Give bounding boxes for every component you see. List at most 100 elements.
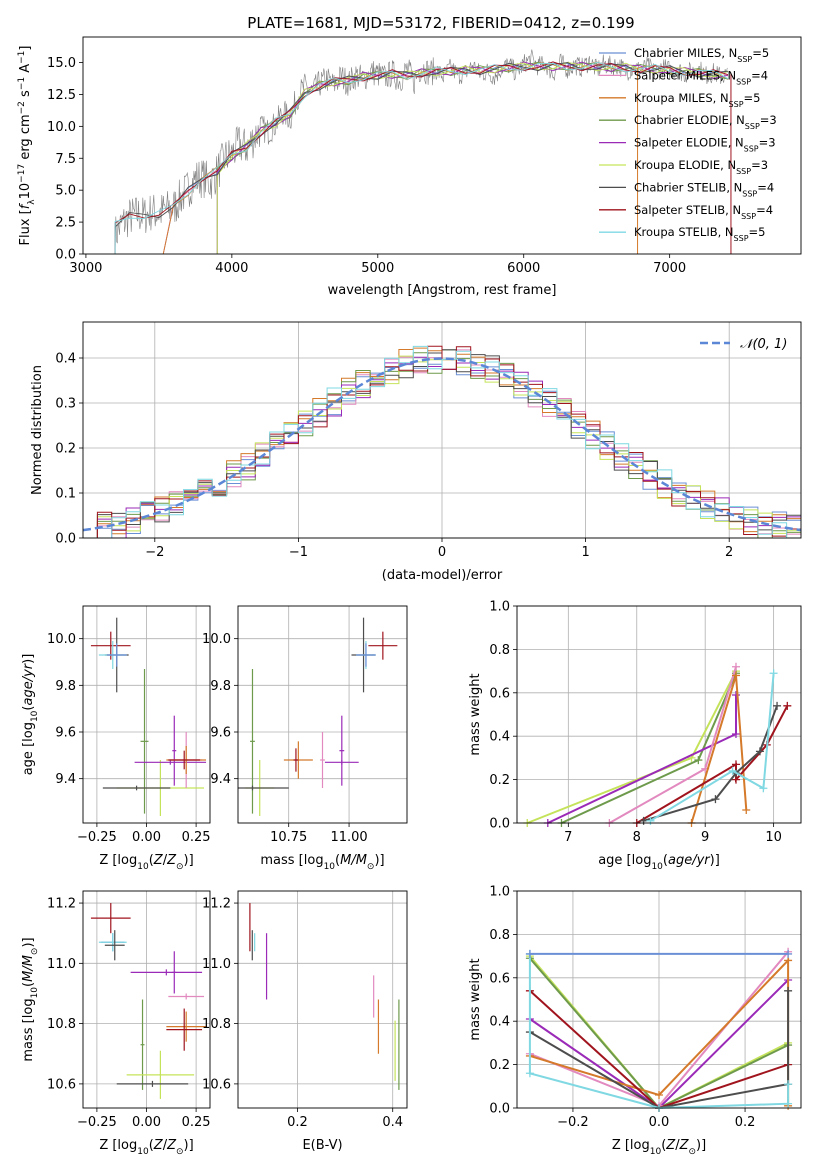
y-axis-label: mass weight: [468, 958, 483, 1040]
y-tick-label: 10.8: [202, 1017, 231, 1032]
legend-entry: Chabrier STELIB, NSSP=4: [634, 180, 774, 198]
weight-marker-6: [755, 747, 764, 756]
x-axis-label: wavelength [Angstrom, rest frame]: [328, 283, 557, 298]
plot-frame: [516, 890, 802, 1109]
y-tick-label: 0.8: [489, 643, 510, 658]
x-tick-label: 0: [438, 545, 446, 560]
weight-marker-7: [784, 1099, 793, 1108]
y-axis-label: age [log10(age/yr)]: [21, 654, 40, 776]
massweight_vs_age-panel: 7 8 9 10 0.0 0.2 0.4 0.6 0.8 1.0 age [log10(age/yr…: [468, 600, 802, 872]
x-axis-label: (data-model)/error: [382, 568, 503, 583]
weight-line-6: [529, 990, 790, 1110]
x-tick-label: 0.4: [382, 1115, 403, 1130]
y-tick-label: 0.0: [489, 817, 510, 832]
x-axis-label: Z [log10(Z/Z⊙)]: [612, 1138, 706, 1157]
y-tick-label: 0.0: [489, 1102, 510, 1117]
y-axis-label: Flux [fλ10−17 erg cm−2 s−1 A−1]: [17, 46, 37, 246]
y-tick-label: 11.2: [202, 897, 231, 912]
y-tick-label: 9.6: [210, 726, 231, 741]
mass_vs_Z-panel: −0.25 0.00 0.25 10.6 10.8 11.0 11.2 Z [log10(Z/…: [21, 890, 211, 1157]
y-tick-label: 10.6: [47, 1077, 76, 1092]
legend-entry: Salpeter STELIB, NSSP=4: [634, 203, 773, 221]
weight-line-7: [649, 673, 775, 822]
y-tick-label: 1.0: [489, 600, 510, 615]
y-tick-label: 11.0: [202, 957, 231, 972]
plot-frame: [237, 605, 408, 824]
x-tick-label: 0.0: [649, 1115, 670, 1130]
legend-entry: 𝒩(0, 1): [740, 337, 787, 352]
weight-marker-3: [731, 662, 740, 671]
y-tick-label: 9.4: [210, 772, 231, 787]
x-tick-label: −0.25: [77, 830, 117, 845]
x-tick-label: 6000: [507, 261, 540, 276]
x-tick-label: 1: [581, 545, 589, 560]
weight-marker-4: [742, 805, 751, 814]
mass_vs_EBV-panel: 0.2 0.4 10.6 10.8 11.0 11.2 E(B-V): [202, 890, 408, 1153]
model-line-5: [216, 61, 729, 254]
y-tick-label: 0.6: [489, 686, 510, 701]
y-tick-label: 0.1: [55, 487, 76, 502]
weight-marker-2: [731, 730, 740, 739]
y-tick-label: 0.2: [489, 1058, 510, 1073]
x-tick-label: −2: [145, 545, 164, 560]
y-tick-label: 9.8: [210, 679, 231, 694]
weight-marker-5: [783, 701, 792, 710]
plot-frame: [82, 605, 211, 824]
y-tick-label: 0.3: [55, 397, 76, 412]
y-tick-label: 0.8: [489, 928, 510, 943]
x-tick-label: 0.00: [132, 1115, 161, 1130]
x-tick-label: 10.75: [270, 830, 307, 845]
plot-frame: [237, 890, 408, 1109]
y-tick-label: 9.6: [55, 726, 76, 741]
y-tick-label: 12.5: [47, 88, 76, 103]
age_vs_mass-plot-area: [238, 617, 398, 816]
x-tick-label: −0.2: [557, 1115, 589, 1130]
massweight_vs_Z-panel: −0.2 0.0 0.2 0.0 0.2 0.4 0.6 0.8 1.0 Z [log10(Z/Z…: [468, 885, 802, 1157]
weight-marker-6: [639, 816, 648, 825]
x-tick-label: 10: [765, 830, 782, 845]
weight-marker-6: [773, 701, 782, 710]
x-tick-label: 9: [701, 830, 709, 845]
y-tick-label: 9.4: [55, 772, 76, 787]
y-tick-label: 0.2: [489, 773, 510, 788]
plot-frame: [82, 36, 802, 255]
x-tick-label: −1: [289, 545, 308, 560]
weight-marker-7: [759, 784, 768, 793]
mass_vs_EBV-plot-area: [249, 903, 400, 1090]
y-tick-label: 10.0: [47, 120, 76, 135]
y-axis-label: Normed distribution: [30, 365, 45, 495]
plot-frame: [516, 605, 802, 824]
residual-panel: −2 −1 0 1 2 0.0 0.1 0.2 0.3 0.4 (data-model)/error…: [30, 321, 802, 583]
weight-marker-5: [731, 760, 740, 769]
y-tick-label: 2.5: [55, 216, 76, 231]
gaussian-curve: [83, 357, 801, 532]
x-tick-label: 7000: [653, 261, 686, 276]
mass_vs_Z-plot-area: [90, 903, 207, 1099]
weight-marker-6: [711, 795, 720, 804]
x-tick-label: 3000: [69, 261, 102, 276]
weight-marker-1: [694, 756, 703, 765]
y-tick-label: 5.0: [55, 184, 76, 199]
weight-marker-7: [728, 766, 737, 775]
x-tick-label: 0.2: [735, 1115, 756, 1130]
age_vs_mass-panel: 10.75 11.00 9.4 9.6 9.8 10.0 mass [log10(M/M⊙)…: [202, 605, 408, 872]
x-tick-label: 0.25: [182, 830, 211, 845]
model-line-8: [114, 61, 729, 254]
y-tick-label: 9.8: [55, 679, 76, 694]
weight-marker-7: [525, 1069, 534, 1078]
weight-marker-6: [784, 986, 793, 995]
model-line-3: [216, 61, 729, 254]
weight-marker-8: [525, 949, 534, 958]
y-tick-label: 0.6: [489, 971, 510, 986]
x-tick-label: 7: [564, 830, 572, 845]
figure-title: PLATE=1681, MJD=53172, FIBERID=0412, z=0…: [247, 14, 634, 32]
x-axis-label: age [log10(age/yr)]: [598, 853, 720, 872]
legend-entry: Salpeter ELODIE, NSSP=3: [634, 136, 776, 154]
age_vs_Z-panel: −0.25 0.00 0.25 9.4 9.6 9.8 10.0 Z [log10(Z/Z⊙)…: [21, 605, 211, 872]
y-tick-label: 10.0: [47, 632, 76, 647]
y-tick-label: 15.0: [47, 56, 76, 71]
y-tick-label: 0.0: [55, 248, 76, 263]
x-axis-label: Z [log10(Z/Z⊙)]: [99, 1138, 193, 1157]
weight-marker-7: [646, 816, 655, 825]
hist-plot-area: [83, 345, 801, 538]
